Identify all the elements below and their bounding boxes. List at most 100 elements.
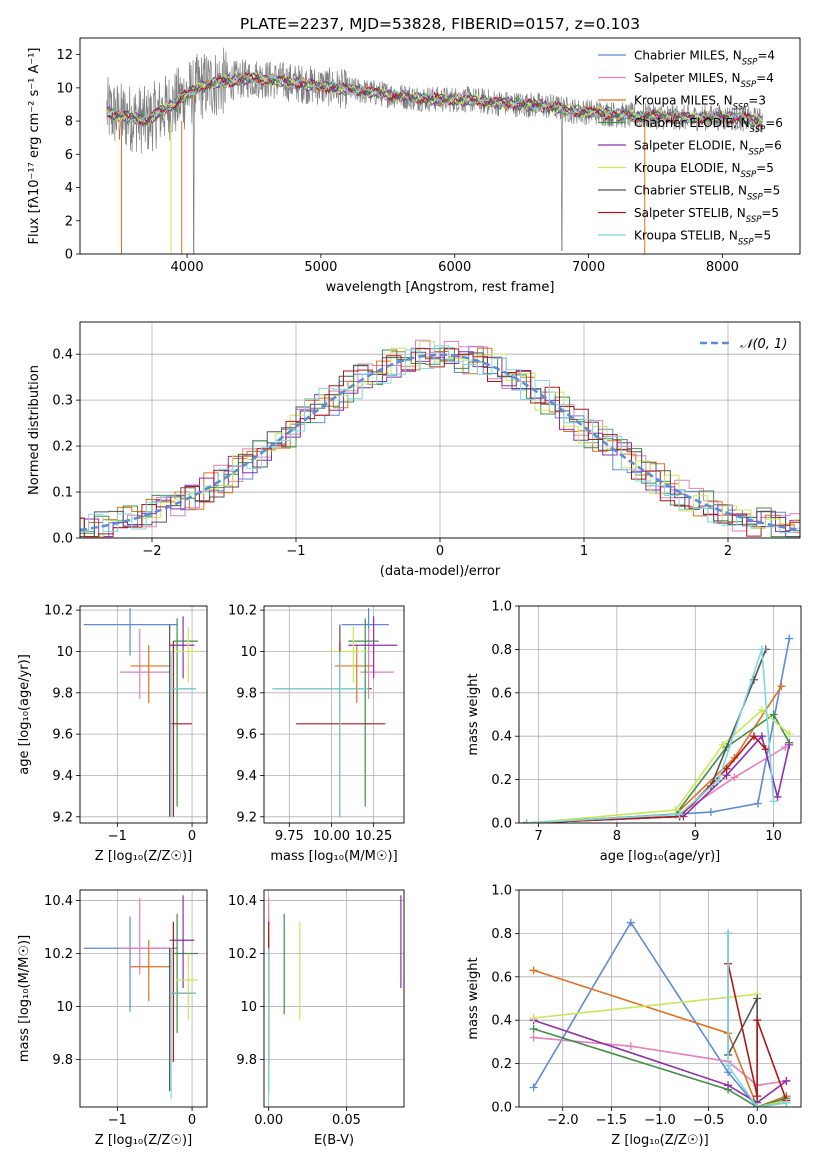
errorbar-point (169, 641, 193, 817)
series-marker (675, 810, 684, 819)
model-spectrum-salpeter-elodie (106, 70, 763, 125)
series-marker (724, 929, 733, 938)
x-tick-label: 7000 (572, 260, 605, 275)
x-tick-label: 0.0 (747, 1113, 768, 1128)
errorbar-point (331, 626, 369, 683)
series-marker (724, 1061, 733, 1070)
series-marker (785, 634, 794, 643)
series-line-kroupa-stelib (727, 933, 787, 1107)
errorbar-point (272, 651, 369, 817)
y-tick-label: 9.4 (52, 769, 73, 784)
x-axis-label: age [log₁₀(age/yr)] (600, 849, 721, 864)
x-axis-label: wavelength [Angstrom, rest frame] (326, 280, 555, 295)
y-tick-label: 10.2 (44, 947, 73, 962)
y-axis-label: Normed distribution (27, 365, 42, 495)
x-axis-label: (data-model)/error (380, 564, 501, 579)
y-axis-label: mass [log₁₀(M/M☉)] (17, 935, 32, 1062)
y-tick-label: 9.8 (236, 1053, 257, 1068)
x-tick-label: −2 (142, 544, 161, 559)
axes-frame (518, 605, 802, 824)
series-marker (753, 799, 762, 808)
x-axis-label: E(B-V) (314, 1133, 354, 1148)
x-axis-label: mass [log₁₀(M/M☉)] (270, 849, 397, 864)
plot-area (83, 895, 199, 1100)
series-marker (529, 1024, 538, 1033)
series-marker (785, 740, 794, 749)
x-tick-label: 9 (691, 829, 699, 844)
y-tick-label: 0 (65, 248, 73, 263)
y-tick-label: 10 (56, 645, 73, 660)
y-tick-label: 0.8 (491, 927, 512, 942)
x-tick-label: −0.5 (693, 1113, 725, 1128)
x-tick-label: 0 (436, 544, 444, 559)
y-tick-label: 10.2 (228, 947, 257, 962)
x-tick-label: 0 (188, 1113, 196, 1128)
series-marker (714, 775, 723, 784)
y-tick-label: 10.4 (44, 894, 73, 909)
series-marker (785, 730, 794, 739)
legend-entry: 𝒩(0, 1) (740, 337, 787, 352)
y-tick-label: 10 (240, 645, 257, 660)
series-marker (722, 764, 731, 773)
y-tick-label: 10 (56, 1000, 73, 1015)
y-tick-label: 1.0 (491, 884, 512, 899)
series-marker (757, 645, 766, 654)
x-tick-label: 10.00 (313, 829, 350, 844)
errorbar-point (119, 628, 170, 699)
errorbar-point (334, 645, 374, 704)
axes-frame (79, 605, 208, 824)
errorbar-point (175, 953, 199, 1020)
y-axis-label: age [log₁₀(age/yr)] (17, 654, 32, 775)
series-line-salpeter-elodie (533, 1019, 787, 1104)
y-tick-label: 9.2 (236, 810, 257, 825)
panel-age-vs-Z: −1 0 9.2 9.4 9.6 9.8 10 10.2 Z [log₁₀(Z/Z☉)] age … (17, 604, 208, 864)
y-tick-label: 10.2 (228, 604, 257, 619)
y-tick-label: 9.8 (236, 686, 257, 701)
series-marker (773, 792, 782, 801)
y-tick-label: 9.4 (236, 769, 257, 784)
x-axis-label: Z [log₁₀(Z/Z☉)] (95, 1133, 192, 1148)
series-marker (753, 1103, 762, 1107)
y-tick-label: 8 (65, 115, 73, 130)
x-tick-label: −1.5 (596, 1113, 628, 1128)
series-marker (769, 797, 778, 806)
y-tick-label: 0.2 (491, 1057, 512, 1072)
x-tick-label: 2 (724, 544, 732, 559)
y-tick-label: 10.2 (44, 604, 73, 619)
x-tick-label: −1.0 (644, 1113, 676, 1128)
x-tick-label: 10 (765, 829, 782, 844)
x-tick-label: 6000 (438, 260, 471, 275)
y-tick-label: 0.8 (491, 643, 512, 658)
series-marker (706, 808, 715, 817)
axes-frame (79, 889, 208, 1108)
panel-weight-vs-Z: −2.0 −1.5 −1.0 −0.5 0.0 0.0 0.2 0.4 0.6 0.8 1.0 Z [… (466, 884, 802, 1148)
plot-area (83, 608, 199, 817)
series-line-salpeter-stelib (727, 963, 788, 1101)
y-tick-label: 0.4 (491, 1014, 512, 1029)
gridlines (264, 606, 404, 823)
series-marker (777, 682, 786, 691)
panel-age-vs-mass: 9.75 10.00 10.25 9.2 9.4 9.6 9.8 10 10.2 mass [lo… (228, 604, 405, 864)
y-tick-label: 12 (56, 48, 73, 63)
series-marker (757, 732, 766, 741)
y-tick-label: 2 (65, 214, 73, 229)
series-marker (529, 1083, 538, 1092)
series-marker (671, 805, 680, 814)
x-tick-label: −2.0 (547, 1113, 579, 1128)
errorbar-point (173, 618, 199, 807)
y-tick-label: 10.4 (228, 894, 257, 909)
x-axis-label: Z [log₁₀(Z/Z☉)] (611, 1133, 708, 1148)
errorbar-point (173, 913, 199, 1033)
panel-mass-vs-ebv: 0.00 0.05 9.8 10 10.2 10.4 E(B-V) (228, 889, 405, 1148)
y-axis-label: Flux [fλ10⁻¹⁷ erg cm⁻² s⁻¹ A⁻¹] (27, 48, 42, 245)
normal-reference-curve (80, 353, 800, 532)
x-tick-label: 8 (613, 829, 621, 844)
y-tick-label: 9.2 (52, 810, 73, 825)
series-marker (718, 740, 727, 749)
figure-title: PLATE=2237, MJD=53828, FIBERID=0157, z=0… (240, 15, 640, 33)
series-marker (753, 994, 762, 1003)
errorbar-point (169, 948, 196, 1100)
series-marker (750, 732, 758, 741)
y-tick-label: 0.4 (491, 730, 512, 745)
axes-frame (79, 321, 801, 539)
